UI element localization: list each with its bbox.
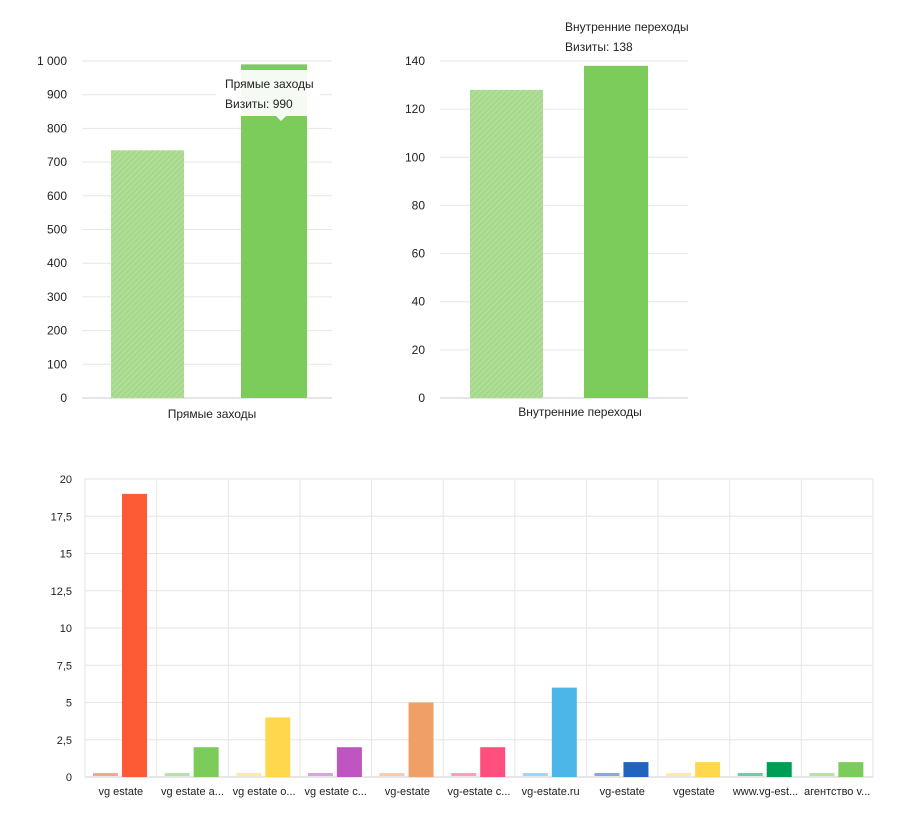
y-tick-label: 40 bbox=[412, 295, 426, 309]
bar-previous-period[interactable] bbox=[522, 773, 548, 776]
x-tick-label: vgestate bbox=[673, 786, 715, 798]
y-tick-label: 17,5 bbox=[51, 511, 72, 523]
bar-previous-period[interactable] bbox=[451, 773, 477, 776]
x-tick-label: vg estate a... bbox=[161, 786, 224, 798]
bar-previous-period[interactable] bbox=[594, 773, 620, 776]
bar-current-period[interactable] bbox=[336, 747, 362, 777]
y-tick-label: 500 bbox=[47, 223, 67, 237]
bar-previous-period[interactable] bbox=[379, 773, 405, 776]
bar-current-period[interactable] bbox=[584, 65, 648, 399]
bar-previous-period[interactable] bbox=[737, 773, 763, 776]
tooltip: Внутренние переходы Визиты: 138 bbox=[565, 20, 689, 54]
y-tick-label: 15 bbox=[60, 549, 72, 561]
bar-current-period[interactable] bbox=[838, 762, 864, 777]
tooltip-value: Визиты: 990 bbox=[225, 97, 293, 111]
bar-current-period[interactable] bbox=[241, 64, 307, 399]
x-tick-label: vg estate o... bbox=[233, 786, 296, 798]
y-tick-label: 400 bbox=[47, 256, 67, 270]
x-tick-label: vg-estate bbox=[385, 786, 430, 798]
y-tick-label: 140 bbox=[405, 54, 425, 68]
bar-previous-period[interactable] bbox=[93, 773, 118, 776]
y-tick-label: 7,5 bbox=[57, 660, 72, 672]
y-tick-label: 100 bbox=[405, 150, 425, 164]
y-tick-label: 20 bbox=[60, 474, 72, 486]
y-tick-label: 0 bbox=[418, 391, 425, 405]
chart-direct-visits: 0 100 200 300 400 500 600 700 800 900 1 000 Прямые… bbox=[37, 54, 332, 421]
chart-internal-transitions: 0 20 40 60 80 100 120 140 Внутренние переходы В… bbox=[405, 20, 689, 419]
y-tick-label: 10 bbox=[60, 623, 72, 635]
bar-current-period[interactable] bbox=[480, 747, 506, 777]
x-tick-label: vg-estate.ru bbox=[522, 786, 580, 798]
bar-previous-period[interactable] bbox=[307, 773, 333, 776]
tooltip-value: Визиты: 138 bbox=[565, 40, 633, 54]
y-tick-label: 900 bbox=[47, 88, 67, 102]
y-tick-label: 800 bbox=[47, 121, 67, 135]
bar-current-period[interactable] bbox=[766, 762, 792, 777]
bar-current-period[interactable] bbox=[408, 702, 434, 778]
bar-current-period[interactable] bbox=[551, 687, 577, 777]
bar-current-period[interactable] bbox=[623, 762, 649, 777]
y-tick-label: 120 bbox=[405, 102, 425, 116]
bar-previous-period[interactable] bbox=[111, 150, 184, 398]
bar-previous-period[interactable] bbox=[809, 773, 835, 776]
chart-search-phrases: 0 2,5 5 7,5 10 12,5 15 17,5 20 vg estate vg estat… bbox=[51, 474, 874, 798]
y-tick-label: 200 bbox=[47, 324, 67, 338]
y-tick-label: 2,5 bbox=[57, 735, 72, 747]
x-tick-label: www.vg-est... bbox=[732, 786, 798, 798]
y-tick-label: 20 bbox=[412, 343, 426, 357]
tooltip-title: Внутренние переходы bbox=[565, 20, 689, 34]
x-axis-category-label: Прямые заходы bbox=[168, 407, 257, 421]
y-tick-label: 12,5 bbox=[51, 586, 72, 598]
y-tick-label: 600 bbox=[47, 189, 67, 203]
x-tick-label: vg-estate c... bbox=[448, 786, 511, 798]
bar-previous-period[interactable] bbox=[236, 773, 262, 776]
y-tick-label: 80 bbox=[412, 198, 426, 212]
bar-current-period[interactable] bbox=[265, 717, 291, 777]
tooltip: Прямые заходы Визиты: 990 bbox=[216, 70, 320, 121]
y-tick-label: 300 bbox=[47, 290, 67, 304]
bar-previous-period[interactable] bbox=[470, 89, 543, 398]
y-tick-label: 100 bbox=[47, 357, 67, 371]
y-tick-label: 5 bbox=[66, 698, 72, 710]
x-axis-category-label: Внутренние переходы bbox=[518, 405, 642, 419]
bar-current-period[interactable] bbox=[122, 493, 147, 777]
bar-previous-period[interactable] bbox=[164, 773, 190, 776]
y-tick-label: 0 bbox=[66, 772, 72, 784]
y-tick-label: 60 bbox=[412, 247, 426, 261]
y-tick-label: 1 000 bbox=[37, 54, 67, 68]
bar-current-period[interactable] bbox=[695, 762, 721, 777]
tooltip-title: Прямые заходы bbox=[225, 77, 314, 91]
x-tick-label: vg-estate bbox=[600, 786, 645, 798]
x-tick-label: агентство v... bbox=[804, 786, 870, 798]
y-tick-label: 0 bbox=[60, 391, 67, 405]
y-tick-label: 700 bbox=[47, 155, 67, 169]
x-tick-label: vg estate c... bbox=[305, 786, 367, 798]
x-tick-label: vg estate bbox=[98, 786, 143, 798]
bar-current-period[interactable] bbox=[193, 747, 219, 777]
bar-previous-period[interactable] bbox=[666, 773, 692, 776]
